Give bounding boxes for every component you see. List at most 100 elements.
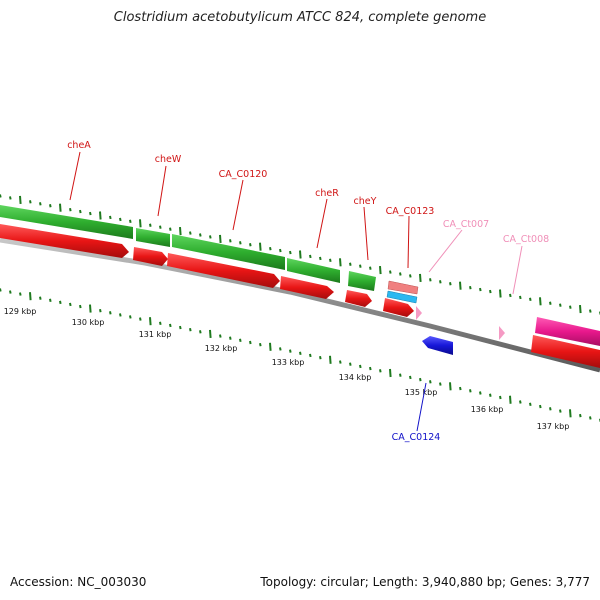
red-gene-4[interactable] [280,276,334,299]
label-cheR-text: cheR [315,188,339,199]
ruler-tick [239,338,242,343]
ruler-tick [339,360,342,364]
ruler-tick [279,347,282,351]
outer-tick [29,200,32,204]
gene-cheW-block[interactable] [136,228,170,247]
ruler-tick [189,327,192,332]
gene-CA_C0120-block[interactable] [172,234,285,270]
ruler-tick [349,362,352,366]
gene-cheR-block[interactable] [287,258,340,283]
ruler-tick [219,334,222,338]
gene-CA_Ct007-arrow[interactable] [416,306,422,320]
label-CA_Ct007[interactable]: CA_Ct007 [428,219,489,273]
red-gene-5[interactable] [345,290,372,307]
ruler-label: 137 kbp [537,422,570,431]
label-cheA-text: cheA [67,140,91,151]
ruler-tick [489,393,492,397]
ruler-tick [429,380,432,384]
outer-tick [329,258,332,263]
gene-CA_Ct008-arrow[interactable] [499,326,505,340]
ruler-tick [19,292,22,296]
red-gene-2[interactable] [133,247,168,266]
outer-tick [379,266,382,275]
map-title: Clostridium acetobutylicum ATCC 824, com… [113,10,487,25]
label-cheA[interactable]: cheA [67,140,91,201]
red-gene-track [0,224,414,317]
outer-tick [289,250,292,255]
ruler-tick [129,315,132,319]
outer-tick [19,195,22,204]
outer-tick [389,270,392,274]
topology-summary-text: Topology: circular; Length: 3,940,880 bp… [260,575,590,589]
ruler-tick [579,413,582,418]
outer-tick [319,256,322,261]
gene-labels: cheA cheW CA_C0120 cheR cheY CA_C0123 CA… [67,140,549,443]
outer-tick [439,280,442,284]
ruler-tick [229,336,232,340]
ruler-tick [59,300,62,305]
outer-tick [449,282,452,286]
ruler-tick [269,342,272,351]
outer-tick [559,303,562,307]
accession-text: Accession: NC_003030 [10,575,147,589]
gene-cheY-block[interactable] [348,271,376,291]
ruler-tick [449,382,452,391]
ruler-tick [149,317,152,326]
label-CA_Ct008-text: CA_Ct008 [503,234,549,245]
outer-tick [409,274,412,278]
ruler-tick [559,409,562,413]
red-gene-3[interactable] [167,253,280,288]
label-cheW-text: cheW [155,154,182,165]
red-gene-1[interactable] [0,224,129,258]
outer-tick [429,278,432,282]
ruler-tick [499,395,502,400]
label-cheW[interactable]: cheW [155,154,182,217]
outer-tick [469,285,472,290]
label-cheY[interactable]: cheY [354,196,377,261]
outer-tick [509,293,512,298]
outer-tick [49,204,52,208]
outer-tick [99,211,102,220]
ruler-tick [329,355,332,364]
label-CA_C0120-text: CA_C0120 [219,169,268,180]
ruler-tick [509,395,512,404]
outer-tick [149,223,152,227]
outer-tick [69,207,72,212]
gene-CA_C0123-pink-block[interactable] [387,280,419,295]
red-gene-7[interactable] [531,335,600,368]
ruler-label: 133 kbp [272,358,305,367]
ruler-tick [419,377,422,382]
ruler-tick [569,409,572,418]
red-gene-6[interactable] [383,298,414,317]
outer-tick [189,231,192,235]
label-CA_C0124[interactable]: CA_C0124 [392,382,441,443]
ruler-tick [319,355,322,360]
label-CA_Ct008[interactable]: CA_Ct008 [503,234,549,295]
gene-cheA-block[interactable] [0,205,133,239]
ruler-label: 131 kbp [139,330,172,339]
label-CA_C0120[interactable]: CA_C0120 [219,169,268,231]
outer-tick [59,203,62,212]
outer-tick [79,209,82,214]
ruler-tick [479,391,482,395]
outer-tick [579,305,582,314]
label-cheR[interactable]: cheR [315,188,339,249]
ruler-tick [359,364,362,369]
outer-tick [529,297,532,302]
outer-tick [399,272,402,276]
magenta-gene-block[interactable] [535,317,600,346]
ruler-tick [159,321,162,326]
ruler-tick [309,353,312,358]
outer-tick [339,258,342,267]
ruler-tick [109,311,112,315]
outer-tick [89,211,92,216]
ruler-tick [249,340,252,345]
outer-tick [569,305,572,309]
outer-tick-track [0,194,600,315]
gene-CA_C0123-cyan-block[interactable] [386,290,418,304]
gene-CA_C0124-arrow[interactable] [422,336,453,355]
label-CA_C0123[interactable]: CA_C0123 [386,206,435,269]
ruler-tick [99,309,102,313]
ruler-label: 129 kbp [4,307,37,316]
